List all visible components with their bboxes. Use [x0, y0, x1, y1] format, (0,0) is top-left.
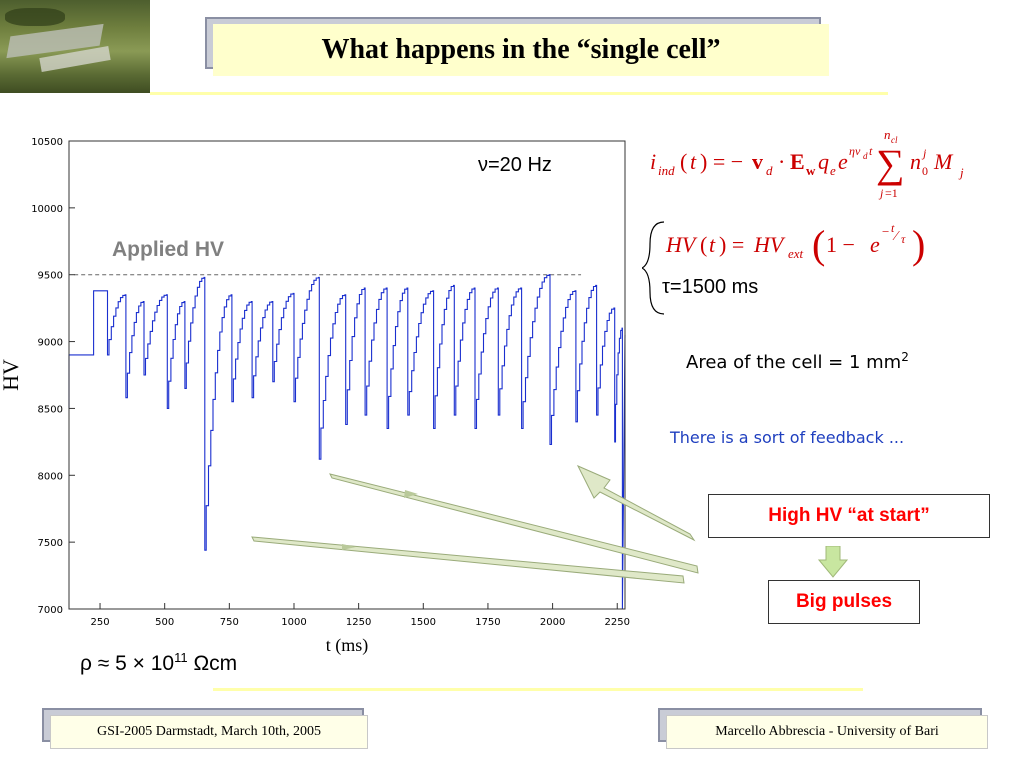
x-tick-label: 2250	[605, 617, 630, 628]
feedback-note: There is a sort of feedback ...	[670, 428, 905, 447]
big-pulses-box: Big pulses	[768, 580, 920, 624]
x-tick-label: 500	[155, 617, 174, 628]
svg-text:d: d	[863, 151, 868, 161]
svg-text:HV: HV	[665, 232, 698, 257]
x-tick-layer: 250 500 750 1000 1250 1500 1750 2000 2250	[90, 603, 630, 628]
down-arrow-icon	[818, 546, 848, 578]
svg-text:n: n	[884, 127, 891, 142]
y-axis-label: HV	[0, 359, 23, 391]
svg-text:t: t	[709, 232, 716, 257]
high-hv-box: High HV “at start”	[708, 494, 990, 538]
hv-chart: 7000 7500 8000 8500 9000 9500 10000 10500 250 50…	[0, 137, 630, 656]
hv-time-formula: HV ( t ) = HV ext ( 1 − e − t ⁄ τ )	[642, 221, 925, 315]
svg-text:1 −: 1 −	[826, 232, 855, 257]
svg-text:E: E	[790, 149, 805, 174]
frequency-label: ν=20 Hz	[478, 154, 552, 176]
svg-text:(: (	[812, 222, 825, 267]
x-tick-label: 2000	[540, 617, 565, 628]
svg-text:n: n	[910, 149, 921, 174]
svg-text:e: e	[830, 163, 836, 178]
svg-text:ind: ind	[658, 163, 675, 178]
svg-text:v: v	[752, 149, 763, 174]
y-tick-label: 8500	[38, 404, 63, 415]
y-tick-label: 10000	[31, 204, 63, 215]
y-tick-label: 9000	[38, 338, 63, 349]
area-text: Area of the cell = 1 mm	[686, 352, 902, 373]
footer-right: Marcello Abbrescia - University of Bari	[666, 715, 988, 749]
svg-text:(: (	[700, 232, 707, 257]
x-tick-label: 750	[220, 617, 239, 628]
resistivity-label: ρ ≈ 5 × 1011 Ωcm	[80, 650, 237, 676]
x-axis-label: t (ms)	[326, 635, 369, 656]
svg-text:i: i	[650, 149, 656, 174]
footer-left: GSI-2005 Darmstadt, March 10th, 2005	[50, 715, 368, 749]
svg-text:) = −: ) = −	[700, 149, 743, 174]
svg-text:t: t	[869, 144, 873, 158]
svg-text:t: t	[891, 221, 895, 235]
svg-text:ηv: ηv	[849, 144, 861, 158]
x-tick-label: 1250	[346, 617, 371, 628]
svg-text:ext: ext	[788, 246, 804, 261]
svg-text:cl: cl	[891, 135, 898, 145]
svg-text:HV: HV	[753, 232, 786, 257]
trace-layer	[68, 274, 626, 610]
cell-area-label: Area of the cell = 1 mm2	[686, 350, 909, 373]
x-tick-label: 250	[90, 617, 109, 628]
svg-text:0: 0	[922, 164, 928, 178]
title-underline	[150, 92, 888, 95]
svg-text:e: e	[870, 232, 880, 257]
rho-prefix: ρ ≈ 5 × 10	[80, 652, 175, 675]
y-tick-label: 10500	[31, 137, 63, 148]
svg-text:(: (	[680, 149, 687, 174]
svg-text:j: j	[878, 186, 884, 200]
x-tick-label: 1000	[281, 617, 306, 628]
slide-title: What happens in the “single cell”	[321, 34, 721, 65]
svg-text:d: d	[766, 163, 773, 178]
svg-text:·: ·	[778, 149, 785, 174]
y-tick-label: 7500	[38, 538, 63, 549]
svg-text:∑: ∑	[876, 141, 905, 186]
svg-text:⁄: ⁄	[892, 229, 900, 244]
rho-unit: Ωcm	[187, 652, 238, 675]
y-tick-label: 8000	[38, 471, 63, 482]
svg-text:j: j	[958, 165, 964, 180]
svg-text:w: w	[806, 163, 816, 178]
svg-text:q: q	[818, 149, 829, 174]
y-tick-layer: 7000 7500 8000 8500 9000 9500 10000 10500	[31, 137, 75, 616]
applied-hv-label: Applied HV	[112, 238, 225, 261]
title-box: What happens in the “single cell”	[213, 24, 829, 76]
rho-exponent: 11	[174, 650, 188, 665]
y-tick-label: 7000	[38, 605, 63, 616]
area-exponent: 2	[901, 350, 909, 364]
x-tick-label: 1500	[411, 617, 436, 628]
svg-text:): )	[912, 222, 925, 267]
svg-text:e: e	[838, 149, 848, 174]
svg-text:t: t	[690, 149, 697, 174]
campus-photo	[0, 0, 150, 93]
svg-text:) =: ) =	[719, 232, 744, 257]
plot-frame	[68, 140, 626, 610]
y-tick-label: 9500	[38, 271, 63, 282]
x-tick-label: 1750	[475, 617, 500, 628]
hv-trace-line	[68, 274, 626, 610]
bottom-rule	[213, 688, 863, 691]
svg-text:−: −	[882, 224, 889, 239]
svg-text:τ: τ	[901, 232, 906, 246]
induced-current-formula: i ind ( t ) = − v d · E w q e e ηv d t ∑…	[650, 127, 964, 200]
svg-text:=1: =1	[885, 186, 898, 200]
tau-label: τ=1500 ms	[662, 276, 759, 298]
svg-text:j: j	[921, 146, 927, 160]
svg-text:M: M	[933, 149, 954, 174]
